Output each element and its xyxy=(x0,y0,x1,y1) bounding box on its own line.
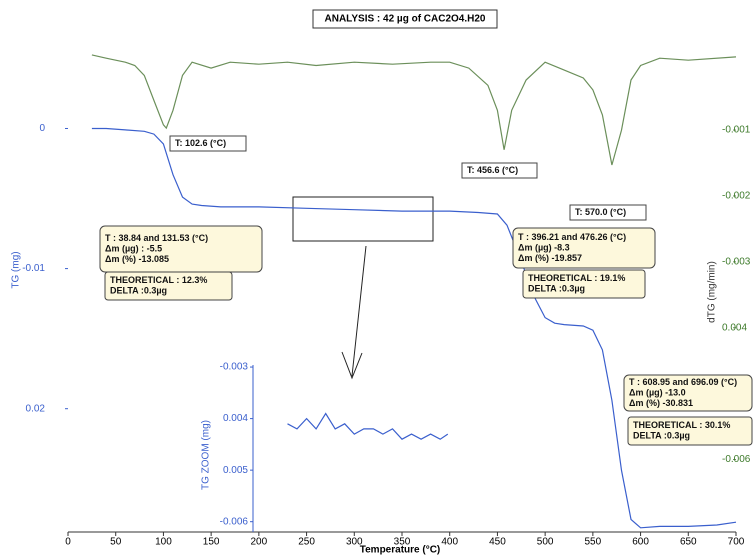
y2-tick-label: -0.006 xyxy=(722,454,751,465)
annotation-box xyxy=(522,269,646,299)
inset-y-tick-label: -0.006 xyxy=(220,516,249,527)
x-tick-label: 200 xyxy=(251,537,268,548)
annotation-box xyxy=(627,416,753,446)
x-tick-label: 150 xyxy=(203,537,220,548)
x-tick-label: 600 xyxy=(632,537,649,548)
annotation-box xyxy=(461,162,538,179)
annotation-text: THEORETICAL : 12.3% xyxy=(110,275,207,285)
x-tick-label: 550 xyxy=(585,537,602,548)
inset-y-axis-label: TG ZOOM (mg) xyxy=(201,420,212,490)
annotation-text: Δm (%) -30.831 xyxy=(629,398,693,408)
annotation-box xyxy=(169,135,247,152)
x-tick-label: 250 xyxy=(298,537,315,548)
y2-axis-label: dTG (mg/min) xyxy=(707,261,718,323)
annotation-text: DELTA :0.3µg xyxy=(633,431,690,441)
x-tick-label: 50 xyxy=(110,537,122,548)
data-line xyxy=(287,412,449,440)
x-tick-label: 300 xyxy=(346,537,363,548)
annotation-text: Δm (µg) : -5.5 xyxy=(105,243,162,253)
x-tick-label: 350 xyxy=(394,537,411,548)
x-tick-label: 0 xyxy=(65,537,71,548)
annotation-box xyxy=(569,204,647,221)
annotation-text: Δm (µg) -13.0 xyxy=(629,387,686,397)
zoom-arrow xyxy=(351,245,367,377)
x-tick-label: 450 xyxy=(489,537,506,548)
annotation-box xyxy=(623,374,753,412)
inset-y-tick-label: -0.003 xyxy=(220,362,249,373)
data-line xyxy=(91,127,737,529)
annotation-text: DELTA :0.3µg xyxy=(528,284,585,294)
y2-tick-label: -0.003 xyxy=(722,256,751,267)
annotation-text: T : 608.95 and 696.09 (°C) xyxy=(629,377,737,387)
zoom-region xyxy=(292,196,434,242)
annotation-text: Δm (µg) -8.3 xyxy=(518,242,570,252)
annotation-text: DELTA :0.3µg xyxy=(110,286,167,296)
annotation-text: T: 102.6 (°C) xyxy=(175,138,226,148)
inset-y-tick-label: 0.005 xyxy=(223,465,248,476)
y2-tick-label: -0.001 xyxy=(722,125,751,136)
y-tick-label: -0.01 xyxy=(22,263,45,274)
x-tick-label: 100 xyxy=(155,537,172,548)
chart-title: ANALYSIS : 42 µg of CAC2O4.H20 xyxy=(325,14,486,25)
annotation-text: THEORETICAL : 30.1% xyxy=(633,420,730,430)
annotation-box xyxy=(512,227,656,269)
zoom-arrow-head xyxy=(341,351,363,380)
annotation-text: THEORETICAL : 19.1% xyxy=(528,273,625,283)
annotation-box xyxy=(104,271,233,301)
annotation-text: Δm (%) -13.085 xyxy=(105,254,169,264)
y2-tick-label: 0.004 xyxy=(722,322,747,333)
data-line xyxy=(91,54,737,166)
annotation-text: T: 570.0 (°C) xyxy=(575,207,626,217)
annotation-text: T : 38.84 and 131.53 (°C) xyxy=(105,233,208,243)
title-box xyxy=(312,9,498,29)
inset-y-tick-label: 0.004 xyxy=(223,413,248,424)
x-axis-label: Temperature (°C) xyxy=(360,545,441,556)
x-tick-label: 650 xyxy=(680,537,697,548)
x-tick-label: 700 xyxy=(728,537,745,548)
x-tick-label: 400 xyxy=(441,537,458,548)
annotation-text: Δm (%) -19.857 xyxy=(518,253,582,263)
annotation-text: T: 456.6 (°C) xyxy=(467,165,518,175)
y-axis-label: TG (mg) xyxy=(11,251,22,288)
annotation-text: T : 396.21 and 476.26 (°C) xyxy=(518,232,626,242)
y-tick-label: 0 xyxy=(39,123,45,134)
x-tick-label: 500 xyxy=(537,537,554,548)
y2-tick-label: -0.002 xyxy=(722,191,751,202)
y-tick-label: 0.02 xyxy=(26,403,46,414)
